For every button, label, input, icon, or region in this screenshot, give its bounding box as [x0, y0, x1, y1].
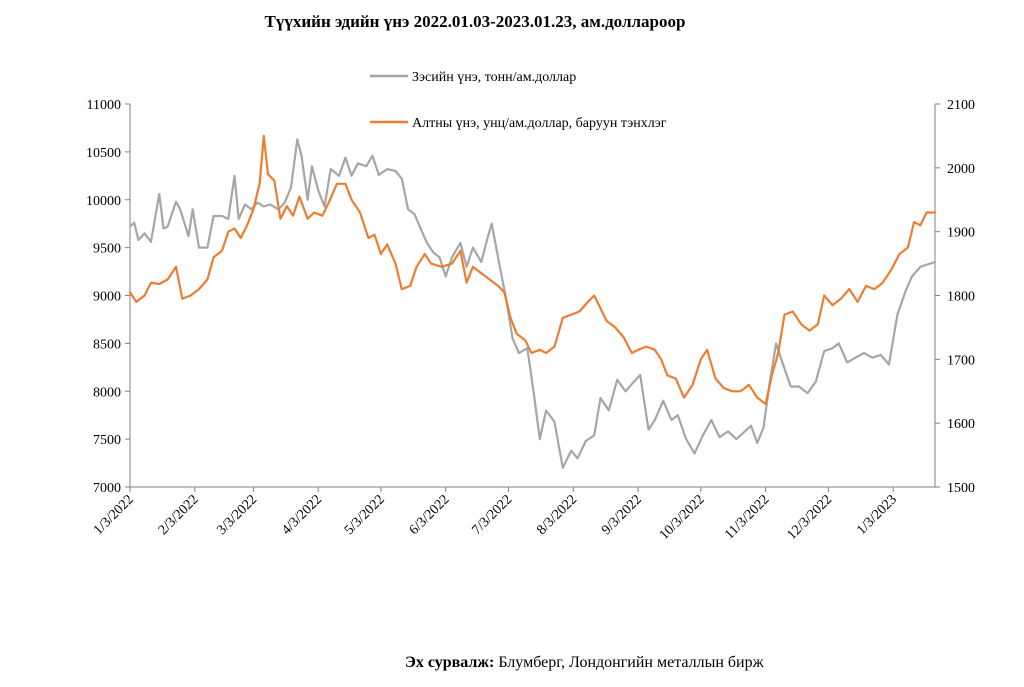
x-tick-label: 2/3/2022 [156, 492, 202, 538]
x-tick-label: 7/3/2022 [469, 492, 515, 538]
series-layer [128, 134, 937, 469]
right-tick-label: 1800 [947, 290, 975, 305]
x-tick-label: 5/3/2022 [342, 492, 388, 538]
copper-price-line [128, 138, 937, 469]
right-tick-label: 1500 [947, 481, 975, 496]
x-tick-label: 9/3/2022 [599, 492, 645, 538]
left-tick-label: 8500 [93, 337, 121, 352]
source-text: Блумберг, Лондонгийн металлын бирж [494, 654, 764, 671]
right-tick-label: 1900 [947, 226, 975, 241]
left-tick-label: 7000 [93, 481, 121, 496]
x-tick-label: 12/3/2022 [784, 492, 835, 543]
x-tick-label: 8/3/2022 [534, 492, 580, 538]
legend-label-copper: Зэсийн үнэ, тонн/ам.доллар [412, 70, 576, 85]
left-tick-label: 9500 [93, 242, 121, 257]
legend: Зэсийн үнэ, тонн/ам.доллар Алтны үнэ, ун… [370, 70, 667, 131]
left-tick-label: 7500 [93, 433, 121, 448]
left-y-ticks: 7000 7500 8000 8500 9000 9500 10000 10500 11000 [86, 98, 130, 496]
source-note: Эх сурвалж: Блумберг, Лондонгийн металлы… [405, 654, 764, 672]
right-y-ticks: 1500 1600 1700 1800 1900 2000 2100 [935, 98, 975, 496]
right-tick-label: 1700 [947, 353, 975, 368]
x-ticks: 1/3/2022 2/3/2022 3/3/2022 4/3/2022 5/3/2022… [91, 487, 900, 543]
left-tick-label: 10500 [86, 146, 121, 161]
x-tick-label: 6/3/2022 [407, 492, 453, 538]
gold-price-line [128, 134, 937, 406]
x-tick-label: 4/3/2022 [279, 492, 325, 538]
x-tick-label: 10/3/2022 [657, 492, 708, 543]
left-tick-label: 10000 [86, 194, 121, 209]
source-label: Эх сурвалж: [405, 654, 495, 671]
x-tick-label: 1/3/2023 [854, 492, 900, 538]
plot-area [129, 104, 936, 488]
right-tick-label: 2000 [947, 162, 975, 177]
left-tick-label: 9000 [93, 290, 121, 305]
x-tick-label: 3/3/2022 [214, 492, 260, 538]
right-tick-label: 1600 [947, 417, 975, 432]
x-tick-label: 1/3/2022 [91, 492, 137, 538]
x-tick-label: 11/3/2022 [722, 492, 772, 542]
right-tick-label: 2100 [947, 98, 975, 113]
left-tick-label: 11000 [87, 98, 121, 113]
legend-label-gold: Алтны үнэ, унц/ам.доллар, баруун тэнхлэг [412, 116, 667, 131]
chart-title: Түүхийн эдийн үнэ 2022.01.03-2023.01.23,… [264, 12, 686, 31]
left-tick-label: 8000 [93, 385, 121, 400]
